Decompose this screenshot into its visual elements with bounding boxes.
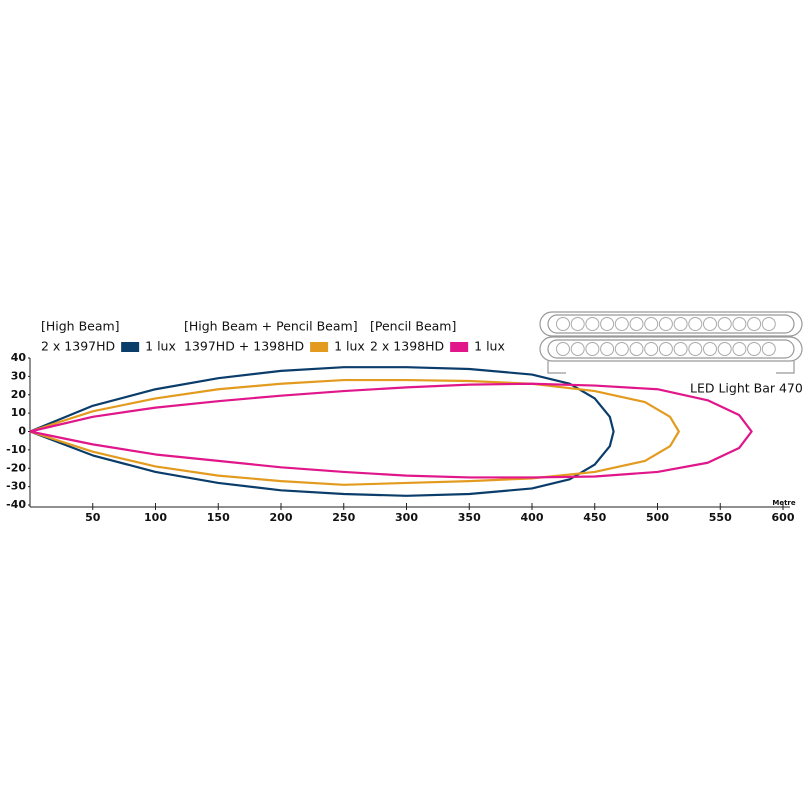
- bulb: [614, 317, 629, 331]
- bulb: [717, 342, 732, 356]
- x-tick-label: 300: [395, 511, 418, 524]
- y-tick-label: -20: [6, 461, 26, 474]
- y-tick-label: -10: [6, 443, 26, 456]
- bulb: [747, 317, 762, 331]
- y-tick-label: 0: [18, 425, 26, 438]
- legend-swatch: [121, 342, 140, 352]
- bulb: [556, 342, 570, 356]
- x-tick-label: 550: [709, 511, 732, 524]
- legend-group: [High Beam]: [41, 319, 120, 334]
- bulb: [673, 342, 688, 356]
- bulb: [600, 342, 615, 356]
- bulb: [658, 317, 673, 331]
- x-tick-label: 150: [207, 511, 230, 524]
- legend-swatch: [450, 342, 469, 352]
- bulb: [570, 317, 585, 331]
- x-axis-label: Metre: [772, 499, 796, 507]
- bulb: [629, 317, 644, 331]
- x-tick-label: 50: [85, 511, 101, 524]
- beam-outline: [29, 382, 753, 479]
- bulb: [673, 317, 688, 331]
- bulb: [688, 317, 703, 331]
- light-bar-bulbs: [556, 317, 776, 356]
- bulb: [732, 317, 747, 331]
- bulb: [732, 342, 747, 356]
- y-tick-label: -40: [6, 498, 26, 511]
- x-tick-label: 200: [270, 511, 293, 524]
- y-tick-label: 40: [11, 351, 27, 364]
- legend-name: 2 x 1397HD: [41, 339, 115, 354]
- y-tick-label: 30: [11, 369, 27, 382]
- legend-group: [Pencil Beam]: [370, 319, 456, 334]
- beam-outline: [29, 366, 615, 497]
- bulb: [614, 342, 629, 356]
- legend-label: 1 lux: [474, 339, 505, 354]
- bulb: [658, 342, 673, 356]
- bulb: [644, 342, 659, 356]
- x-tick-label: 400: [521, 511, 544, 524]
- bulb: [644, 317, 659, 331]
- bulb: [747, 342, 762, 356]
- legend-label: 1 lux: [334, 339, 365, 354]
- legend-swatch: [310, 342, 329, 352]
- x-tick-label: 250: [332, 511, 355, 524]
- bulb: [585, 342, 600, 356]
- y-tick-label: 10: [11, 406, 27, 419]
- legend-name: 2 x 1398HD: [370, 339, 444, 354]
- beam-outline: [29, 378, 680, 486]
- legend-name: 1397HD + 1398HD: [184, 339, 304, 354]
- bulb: [688, 342, 703, 356]
- legend-group: [High Beam + Pencil Beam]: [184, 319, 358, 334]
- legend-label: 1 lux: [145, 339, 176, 354]
- bulb: [600, 317, 615, 331]
- bulb: [570, 342, 585, 356]
- x-tick-label: 450: [583, 511, 606, 524]
- bulb: [556, 317, 570, 331]
- x-tick-label: 600: [772, 511, 795, 524]
- x-tick-label: 500: [646, 511, 669, 524]
- bulb: [761, 342, 776, 356]
- product-title: LED Light Bar 470: [690, 381, 803, 396]
- bulb: [629, 342, 644, 356]
- y-tick-label: 20: [11, 388, 27, 401]
- bulb: [703, 342, 717, 356]
- x-tick-label: 350: [458, 511, 481, 524]
- x-tick-label: 100: [144, 511, 167, 524]
- bulb: [585, 317, 600, 331]
- bulb: [717, 317, 732, 331]
- bulb: [761, 317, 776, 331]
- y-tick-label: -30: [6, 480, 26, 493]
- bulb: [703, 317, 717, 331]
